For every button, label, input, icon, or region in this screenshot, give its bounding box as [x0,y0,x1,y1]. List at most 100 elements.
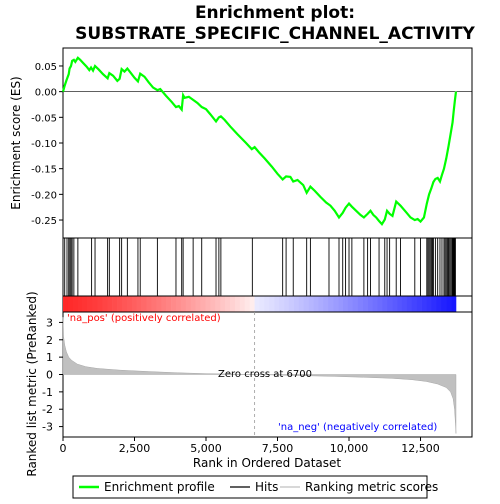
rank-color-segment [274,296,280,312]
rank-color-segment [77,296,83,312]
es-panel: 0.05 0.00 -0.05 -0.10 -0.15 -0.20 -0.25 Enrich… [9,47,473,239]
ranked-metric-panel: 3 2 1 0 -1 -2 -3 'na_pos' (positively correlat… [25,291,473,477]
rank-color-segment [244,296,250,312]
x-tick-label: 12,500 [401,442,440,455]
rank-color-segment [156,296,162,312]
rank-color-segment [200,296,206,312]
rank-color-segment [421,296,427,312]
rank-color-segment [92,296,98,312]
es-y-ticks: 0.05 0.00 -0.05 -0.10 -0.15 -0.20 -0.25 [31,62,63,227]
rank-color-segment [72,296,79,312]
rank-color-segment [180,296,187,312]
chart-title-line1: Enrichment plot: [195,3,355,23]
rank-color-segment [362,296,368,312]
rank-color-segment [333,296,339,312]
rank-color-segment [121,296,128,312]
rank-color-segment [338,296,344,312]
rank-color-segment [63,296,69,312]
es-y-tick-label: -0.05 [31,113,57,124]
metric-y-tick-label: -3 [42,421,53,434]
rank-color-segment [308,296,314,312]
rank-color-segment [328,296,334,312]
rank-color-segment [303,296,309,312]
rank-color-segment [254,296,260,312]
positive-correlation-label: 'na_pos' (positively correlated) [67,313,221,324]
rank-color-segment [397,296,403,312]
rank-color-segment [416,296,422,312]
es-panel-frame [62,47,473,239]
rank-color-segment [318,296,324,312]
rank-color-segment [357,296,363,312]
rank-color-segment [259,296,265,312]
rank-color-segment [82,296,88,312]
rank-color-segment [249,296,255,312]
rank-color-segment [210,296,216,312]
es-y-axis-label: Enrichment score (ES) [9,76,23,209]
rank-color-segment [112,296,118,312]
rank-color-segment [230,296,236,312]
legend-hits-label: Hits [255,480,278,494]
rank-color-segment [451,296,457,312]
rank-color-segment [441,296,447,312]
rank-color-segment [146,296,152,312]
rank-color-segment [298,296,305,312]
es-y-tick-label: 0.05 [35,62,57,73]
zero-cross-label: Zero cross at 6700 [218,369,312,380]
rank-color-segment [406,296,413,312]
hits-panel [62,237,473,297]
rank-color-segment [264,296,270,312]
metric-y-ticks: 3 2 1 0 -1 -2 -3 [42,316,63,434]
rank-color-segment [190,296,196,312]
rank-color-segment [136,296,142,312]
es-y-tick-label: 0.00 [35,88,57,99]
metric-y-tick-label: 0 [46,369,53,382]
rank-color-segment [107,296,113,312]
metric-y-tick-label: 2 [46,334,53,347]
rank-color-segment [195,296,201,312]
negative-correlation-label: 'na_neg' (negatively correlated) [278,422,437,433]
rank-color-segment [67,296,74,312]
rank-color-segment [284,296,290,312]
rank-color-segment [431,296,437,312]
rank-color-segment [97,296,103,312]
rank-color-segment [446,296,452,312]
rank-color-segment [131,296,137,312]
rank-color-segment [185,296,192,312]
metric-y-tick-label: 1 [46,351,53,364]
x-tick-label: 2,500 [119,442,151,455]
rank-color-segment [343,296,349,312]
rank-color-segment [377,296,383,312]
x-tick-label: 5,000 [190,442,222,455]
rank-color-segment [175,296,182,312]
enrichment-profile-line [61,56,458,226]
es-y-tick-label: -0.15 [31,165,57,176]
rank-color-segment [401,296,408,312]
rank-color-segment [151,296,157,312]
x-tick-label: 7,500 [262,442,294,455]
rank-color-segment [225,296,231,312]
rank-color-segment [352,296,359,312]
rank-color-segment [161,296,167,312]
x-axis-ticks: 0 2,500 5,000 7,500 10,000 12,500 [60,437,440,455]
rank-color-segment [347,296,354,312]
es-y-tick-label: -0.20 [31,190,57,201]
rank-color-segment [411,296,417,312]
es-y-tick-label: -0.10 [31,139,57,150]
rank-color-segment [382,296,388,312]
rank-color-segment [269,296,275,312]
legend-enrichment-label: Enrichment profile [104,480,215,494]
rank-color-segment [102,296,108,312]
rank-color-segment [220,296,226,312]
rank-color-segment [171,296,177,312]
rank-color-segment [313,296,319,312]
rank-color-segment [141,296,147,312]
rank-color-segment [293,296,300,312]
legend: Enrichment profile Hits Ranking metric s… [72,475,438,499]
metric-y-tick-label: -2 [42,403,53,416]
rank-color-segment [87,296,93,312]
rank-color-segment [372,296,378,312]
rank-color-segment [166,296,172,312]
chart-title-line2: SUBSTRATE_SPECIFIC_CHANNEL_ACTIVITY [75,24,475,44]
